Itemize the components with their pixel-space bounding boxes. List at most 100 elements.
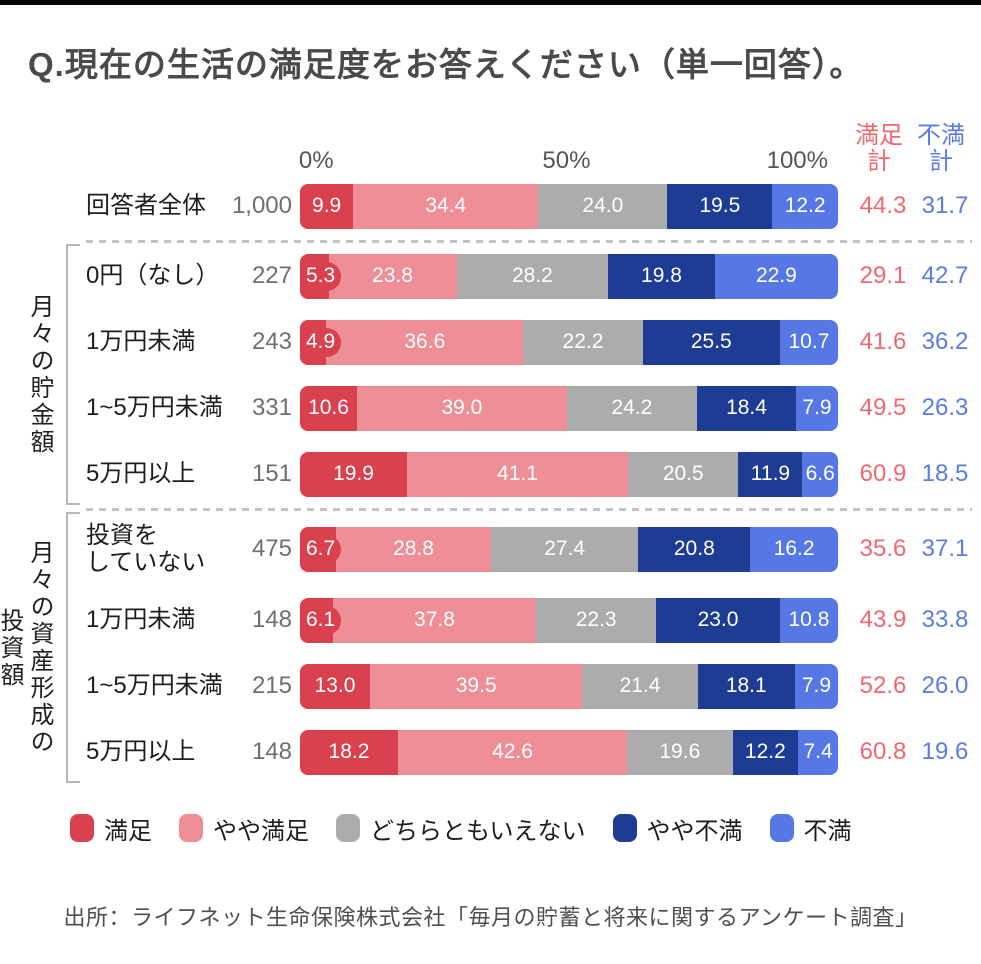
bar-value-label: 34.4: [425, 194, 467, 218]
bar-segment-manzoku: 9.9: [300, 183, 354, 229]
dissatisfied-total-header: 不満 計: [917, 121, 965, 175]
bar-value-label: 19.6: [659, 740, 701, 764]
bar-value-label: 39.5: [455, 674, 497, 698]
bar-segment-manzoku: 6.7: [300, 526, 342, 572]
x-axis: 0% 50% 100%: [299, 119, 834, 175]
legend-item: やや不満: [612, 811, 743, 846]
top-border-strip: [0, 0, 981, 5]
bar-segment-yaya-fuman: 18.1: [697, 663, 795, 709]
bar-segment-fuman: 16.2: [750, 526, 838, 572]
bar-value-label: 37.8: [414, 608, 455, 632]
bar-value-label: 18.4: [726, 396, 767, 420]
legend-label: 不満: [803, 817, 852, 845]
row-sample-size: 227: [251, 262, 292, 290]
chart-row: 0円（なし） 227 5.3 23.8 28.2 19.8 22.9 29.1 42.7: [86, 253, 972, 299]
bar-segment-fuman: 10.7: [779, 319, 838, 365]
row-totals: 44.3 31.7: [852, 192, 976, 220]
stacked-bar: 5.3 23.8 28.2 19.8 22.9: [300, 253, 838, 299]
bar-value-label: 4.9: [302, 327, 342, 357]
bar-value-label: 19.8: [641, 264, 682, 288]
row-label: 投資を していない: [86, 521, 206, 577]
dissatisfied-total: 36.2: [921, 328, 969, 356]
row-totals: 60.9 18.5: [852, 460, 976, 488]
chart-row: 投資を していない 475 6.7 28.8 27.4 20.8 16.2 35.6 3…: [86, 522, 972, 577]
stacked-bar: 19.9 41.1 20.5 11.9 6.6: [300, 451, 838, 497]
bar-value-label: 28.8: [393, 537, 434, 561]
bar-segment-yaya-fuman: 23.0: [656, 597, 780, 643]
row-label: 1万円未満: [86, 606, 196, 634]
row-sample-size: 475: [251, 535, 292, 563]
bar-segment-manzoku: 13.0: [300, 663, 370, 709]
bar-value-label: 42.6: [492, 740, 533, 764]
bar-value-label: 10.7: [788, 330, 830, 354]
bar-value-label: 19.9: [333, 462, 374, 486]
bar-value-label: 22.3: [575, 608, 617, 632]
legend-item: やや満足: [179, 811, 309, 846]
bar-value-label: 6.7: [302, 534, 342, 564]
source-attribution: 出所：ライフネット生命保険株式会社「毎月の貯蓄と将来に関するアンケート調査」: [63, 904, 918, 930]
row-totals: 52.6 26.0: [852, 672, 976, 700]
legend-swatch: [336, 814, 360, 843]
bar-value-label: 11.9: [750, 462, 791, 486]
satisfied-total: 35.6: [859, 535, 907, 563]
chart-row: 5万円以上 148 18.2 42.6 19.6 12.2 7.4 60.8 19.6: [86, 729, 972, 775]
bar-value-label: 6.6: [805, 462, 835, 486]
row-totals: 29.1 42.7: [852, 262, 976, 290]
bar-segment-yaya-fuman: 12.2: [732, 729, 799, 775]
row-label: 回答者全体: [86, 192, 206, 220]
bar-segment-manzoku: 18.2: [300, 729, 398, 775]
bar-value-label: 13.0: [314, 674, 356, 698]
legend-item: どちらともいえない: [336, 811, 586, 846]
bar-value-label: 7.4: [803, 740, 833, 764]
bar-segment-yaya-manzoku: 39.0: [357, 385, 567, 431]
bar-value-label: 12.2: [744, 740, 786, 764]
dissatisfied-total: 26.3: [921, 394, 969, 422]
bar-segment-yaya-fuman: 19.5: [667, 183, 773, 229]
bar-value-label: 22.2: [562, 330, 604, 354]
bar-segment-fuman: 12.2: [772, 183, 838, 229]
axis-tick-0: 0%: [298, 146, 334, 174]
investment-rows-container: 投資を していない 475 6.7 28.8 27.4 20.8 16.2 35.6 3…: [86, 522, 972, 775]
savings-group-bracket: [66, 243, 80, 505]
row-totals: 60.8 19.6: [852, 738, 976, 766]
stacked-bar: 4.9 36.6 22.2 25.5 10.7: [300, 319, 838, 365]
stacked-bar: 18.2 42.6 19.6 12.2 7.4: [300, 729, 838, 775]
row-label: 5万円以上: [86, 738, 196, 766]
satisfied-total: 52.6: [859, 672, 907, 700]
bar-value-label: 18.1: [725, 674, 767, 698]
chart-row: 1万円未満 243 4.9 36.6 22.2 25.5 10.7 41.6 36.2: [86, 319, 972, 365]
axis-tick-50: 50%: [542, 146, 591, 174]
bar-value-label: 23.8: [372, 264, 413, 288]
row-label: 1~5万円未満: [86, 394, 223, 422]
group-label-savings-text: 月々の貯金額: [26, 294, 53, 457]
stacked-bar: 6.1 37.8 22.3 23.0 10.8: [300, 597, 838, 643]
savings-group: 月々の貯金額 0円（なし） 227 5.3 23.8 28.2 19.8 22.9 29…: [26, 243, 972, 505]
bar-value-label: 27.4: [544, 537, 586, 561]
bar-segment-yaya-manzoku: 41.1: [407, 451, 629, 497]
dissatisfied-total: 31.7: [921, 192, 969, 220]
group-label-savings: 月々の貯金額: [24, 254, 54, 497]
bar-value-label: 7.9: [802, 396, 832, 420]
legend-swatch: [769, 814, 794, 843]
bar-segment-fuman: 7.4: [798, 729, 838, 775]
stacked-bar: 10.6 39.0 24.2 18.4 7.9: [300, 385, 838, 431]
chart-row: 回答者全体 1,000 9.9 34.4 24.0 19.5 12.2 44.3 31.…: [86, 183, 972, 229]
dissatisfied-total: 19.6: [921, 738, 969, 766]
bar-value-label: 20.5: [662, 462, 704, 486]
bar-segment-neutral: 22.2: [523, 319, 643, 365]
row-totals: 49.5 26.3: [852, 394, 976, 422]
legend-label: 満足: [104, 817, 152, 845]
bar-segment-yaya-manzoku: 23.8: [328, 253, 457, 299]
bar-segment-neutral: 22.3: [536, 597, 657, 643]
bar-value-label: 5.3: [302, 261, 342, 291]
bar-value-label: 20.8: [673, 537, 715, 561]
bar-value-label: 24.0: [582, 194, 624, 218]
dissatisfied-total: 26.0: [921, 672, 969, 700]
row-label: 5万円以上: [86, 460, 196, 488]
bar-value-label: 10.8: [788, 608, 830, 632]
row-label: 1~5万円未満: [86, 672, 223, 700]
dissatisfied-total: 33.8: [921, 606, 969, 634]
satisfied-total: 43.9: [859, 606, 907, 634]
row-totals: 43.9 33.8: [852, 606, 976, 634]
bar-value-label: 23.0: [697, 608, 739, 632]
